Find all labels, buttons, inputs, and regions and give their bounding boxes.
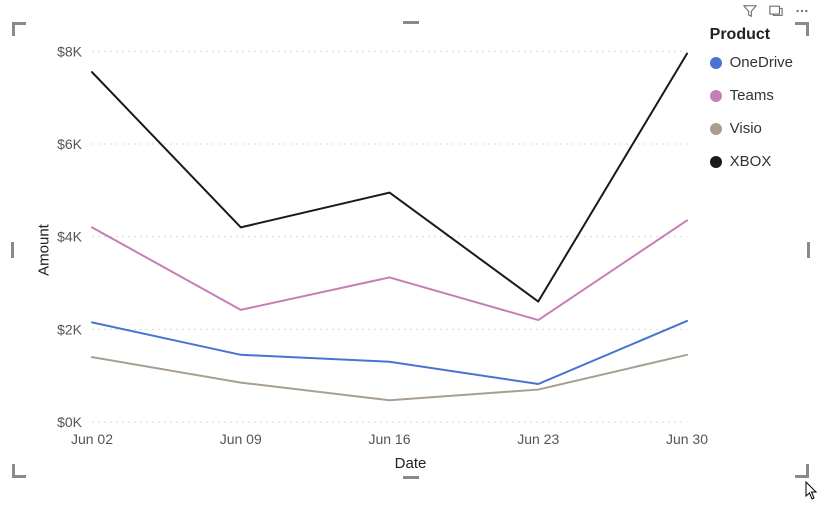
line-chart-visual[interactable]: Amount Date $0K$2K$4K$6K$8K Jun 02Jun 09…: [12, 22, 809, 478]
x-tick-label: Jun 09: [220, 431, 262, 447]
legend-title: Product: [710, 26, 793, 44]
series-line[interactable]: [92, 220, 687, 320]
legend-item[interactable]: Visio: [710, 120, 793, 137]
y-tick-label: $8K: [57, 43, 83, 59]
legend-item-label: OneDrive: [730, 54, 793, 71]
x-tick-label: Jun 23: [517, 431, 559, 447]
y-tick-label: $2K: [57, 321, 83, 337]
line-chart-svg: $0K $2K $4K $6K $8K Jun 02 Jun 09 Jun 16 Jun 23…: [12, 22, 809, 478]
y-tick-label: $6K: [57, 136, 83, 152]
filter-icon[interactable]: [743, 4, 757, 18]
legend: Product OneDrive Teams Visio XBOX: [710, 26, 793, 186]
x-tick-label: Jun 30: [666, 431, 708, 447]
legend-item-label: XBOX: [730, 153, 772, 170]
y-tick-label: $4K: [57, 229, 83, 245]
legend-item[interactable]: Teams: [710, 87, 793, 104]
legend-item[interactable]: OneDrive: [710, 54, 793, 71]
series-line[interactable]: [92, 54, 687, 302]
legend-marker-icon: [710, 90, 722, 102]
series-line[interactable]: [92, 321, 687, 384]
x-tick-label: Jun 16: [368, 431, 410, 447]
cursor-icon: [805, 481, 819, 501]
legend-item[interactable]: XBOX: [710, 153, 793, 170]
more-options-icon[interactable]: [795, 4, 809, 18]
legend-item-label: Visio: [730, 120, 762, 137]
legend-item-label: Teams: [730, 87, 774, 104]
x-tick-label: Jun 02: [71, 431, 113, 447]
visual-toolbar: [743, 2, 809, 20]
legend-marker-icon: [710, 123, 722, 135]
focus-mode-icon[interactable]: [769, 4, 783, 18]
legend-marker-icon: [710, 57, 722, 69]
y-tick-label: $0K: [57, 414, 83, 430]
legend-marker-icon: [710, 156, 722, 168]
